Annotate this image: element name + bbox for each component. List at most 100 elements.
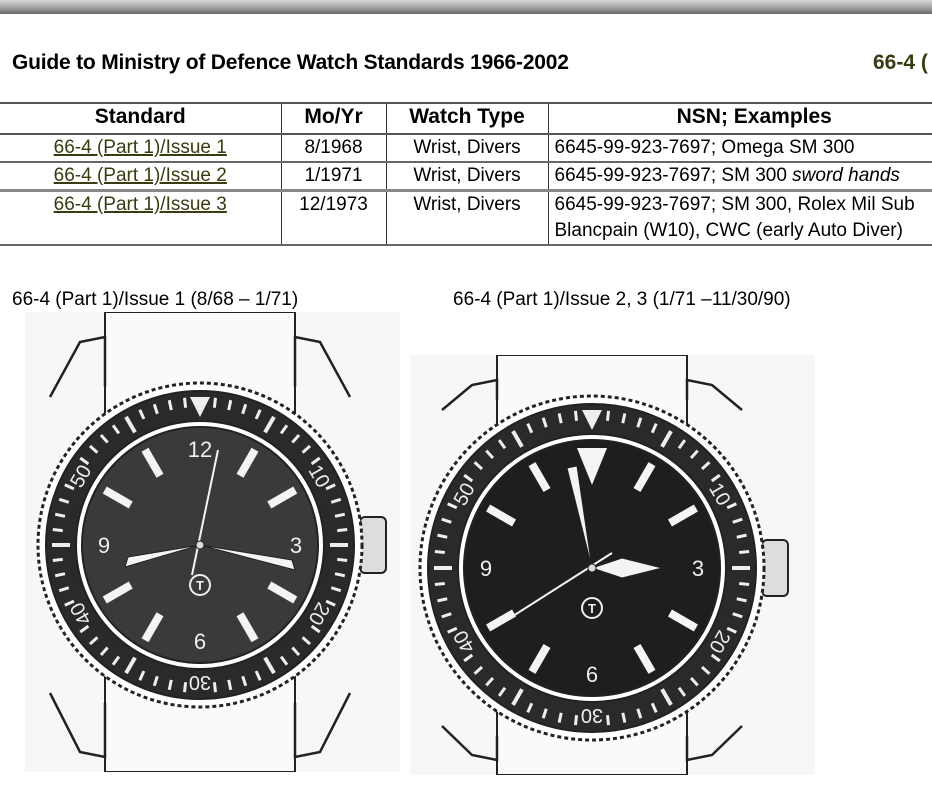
bezel-tick <box>526 423 534 434</box>
bezel-tick <box>330 586 342 593</box>
bezel-tick <box>167 679 173 691</box>
column-header-date: Mo/Yr <box>280 103 386 134</box>
hour-marker <box>236 447 259 478</box>
bezel-tick <box>54 512 66 518</box>
bezel-tick <box>64 483 75 491</box>
bezel-tick <box>263 656 276 675</box>
bezel-tick <box>330 497 342 504</box>
twelve-triangle-marker <box>577 448 607 485</box>
hour-marker <box>633 643 656 674</box>
bezel-triangle-icon <box>582 410 602 430</box>
bezel-tick <box>111 655 121 666</box>
bezel-tick <box>99 434 109 444</box>
bezel-tick <box>52 557 63 562</box>
dial-numeral: 12 <box>188 437 212 462</box>
bezel-tick <box>511 688 524 706</box>
bezel-tick <box>573 715 579 726</box>
bezel-tick <box>473 461 484 471</box>
minute-hand <box>199 544 296 571</box>
nsn-cell: 6645-99-923-7697; SM 300 sword hands <box>547 162 932 191</box>
column-header-standard: Standard <box>94 105 186 128</box>
bezel-tick <box>497 439 507 450</box>
bezel-tick <box>183 682 188 693</box>
nsn-cell: 6645-99-923-7697; Omega SM 300 <box>547 134 932 162</box>
bezel-tick <box>485 449 495 460</box>
bezel-tick <box>700 665 711 675</box>
hour-marker <box>667 504 698 527</box>
bezel-tick <box>441 517 452 524</box>
bezel-tick <box>212 682 217 693</box>
nsn-italic-text: sword hands <box>792 165 900 186</box>
crown-icon <box>359 516 387 574</box>
dial-numeral: 6 <box>194 629 206 654</box>
bezel-tick <box>124 415 137 434</box>
bezel-numeral: 30 <box>581 704 603 726</box>
bezel-tick <box>138 670 146 681</box>
hour-marker <box>141 447 164 478</box>
standard-link[interactable]: 66-4 (Part 1)/Issue 3 <box>53 194 227 215</box>
nsn-text: 6645-99-923-7697; SM 300, Rolex Mil Sub <box>554 194 915 215</box>
bezel-tick <box>636 417 643 428</box>
hour-marker <box>141 612 164 643</box>
bezel-tick <box>463 653 474 663</box>
dial-numeral: 9 <box>480 556 492 581</box>
bezel-tick <box>212 397 217 408</box>
lug-icon <box>441 378 499 411</box>
bezel-numeral: 30 <box>189 671 211 693</box>
bezel-tick <box>736 597 747 603</box>
bezel-tick <box>541 708 548 719</box>
bezel-tick <box>254 670 262 681</box>
bezel-tick <box>291 434 301 444</box>
standard-link[interactable]: 66-4 (Part 1)/Issue 1 <box>53 137 227 158</box>
lug-icon <box>685 378 743 411</box>
bezel-tick <box>111 424 121 435</box>
bezel-tick <box>739 581 750 587</box>
dial-numeral: 3 <box>290 533 302 558</box>
bezel-tick <box>437 597 448 603</box>
crown-icon <box>761 539 789 597</box>
date-cell: 12/1973 <box>280 190 386 245</box>
type-cell: Wrist, Divers <box>385 162 548 191</box>
bezel-tick <box>636 708 643 719</box>
tritium-logo-letter: T <box>588 601 596 616</box>
bezel-tick <box>301 444 311 454</box>
bezel-tick <box>54 572 66 578</box>
bezel-tick <box>301 636 311 646</box>
figure-caption-issue-1: 66-4 (Part 1)/Issue 1 (8/68 – 1/71) <box>12 289 299 310</box>
bezel-tick <box>334 512 346 518</box>
bezel-tick <box>310 456 321 466</box>
tritium-logo-icon <box>581 597 603 619</box>
type-cell: Wrist, Divers <box>385 190 548 245</box>
bezel-tick <box>124 656 137 675</box>
bezel-tick <box>241 403 248 415</box>
bezel-tick <box>58 586 70 593</box>
document-title: Guide to Ministry of Defence Watch Stand… <box>12 51 569 74</box>
bezel-tick <box>434 581 445 587</box>
bezel-tick <box>660 688 673 706</box>
bezel-tick <box>710 473 721 483</box>
hour-marker <box>633 462 656 493</box>
bezel-tick <box>79 624 90 634</box>
table-header-row: Standard Mo/Yr Watch Type NSN; Examples <box>0 103 932 134</box>
standard-link[interactable]: 66-4 (Part 1)/Issue 2 <box>53 165 227 186</box>
bezel-tick <box>710 653 721 663</box>
lug-icon <box>48 692 107 759</box>
bezel-tick <box>736 533 747 539</box>
bezel-tick <box>660 430 673 448</box>
bezel-tick <box>447 502 458 510</box>
standard-reference: 66-4 ( <box>873 51 928 74</box>
hour-marker <box>267 486 298 509</box>
bezel-tick <box>526 702 534 713</box>
bezel-tick <box>689 676 699 687</box>
table-row: 66-4 (Part 1)/Issue 3 12/1973 Wrist, Div… <box>0 190 932 245</box>
bezel-tick <box>337 528 348 533</box>
minute-hand <box>566 465 593 569</box>
bezel-tick <box>497 686 507 697</box>
bezel-tick <box>152 403 159 415</box>
hour-marker <box>236 612 259 643</box>
bezel-tick <box>557 712 563 723</box>
bezel-tick <box>99 646 109 656</box>
bezel-tick <box>167 399 173 411</box>
